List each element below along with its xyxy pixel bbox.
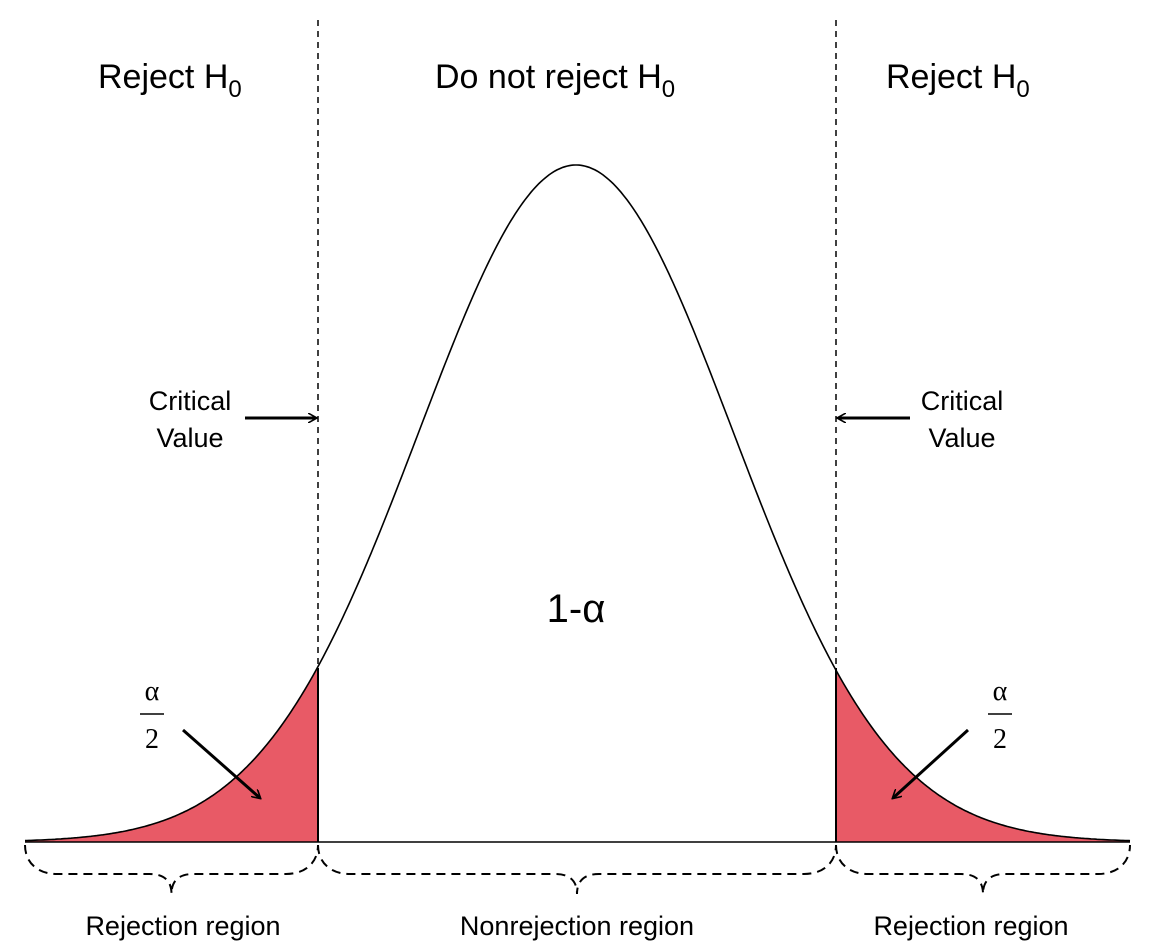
region-title: Do not reject H0 [435,58,675,103]
bracket-label: Nonrejection region [460,911,694,941]
critical-label: Critical [149,386,232,416]
critical-label: Value [928,423,995,453]
rejection-area [25,666,318,842]
two: 2 [145,724,159,755]
alpha: α [145,676,160,707]
brace [317,844,837,895]
arrow [182,728,260,798]
bracket-label: Rejection region [85,911,280,941]
rejection-area [836,670,1130,842]
critical-label: Value [156,423,223,453]
region-title: Reject H0 [98,58,242,103]
bracket-label: Rejection region [873,911,1068,941]
center-label: 1-α [547,587,606,631]
two: 2 [993,724,1007,755]
region-title: Reject H0 [886,58,1030,103]
brace [24,844,319,895]
normal-curve [24,164,1131,842]
braces [24,844,1131,895]
arrow [893,728,970,798]
critical-label: Critical [921,386,1004,416]
alpha: α [993,676,1008,707]
brace [835,844,1131,895]
